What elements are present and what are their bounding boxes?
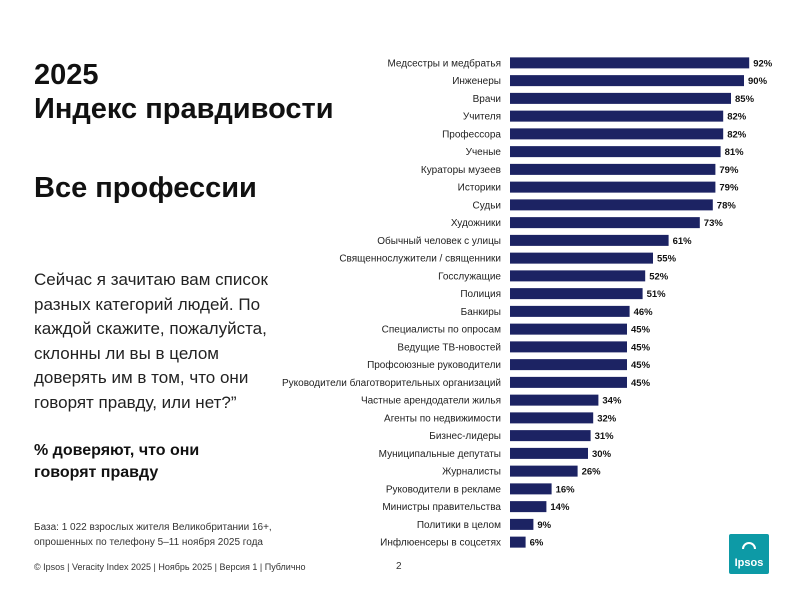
- data-label: 85%: [735, 94, 755, 105]
- category-label: Банкиры: [461, 307, 501, 318]
- data-label: 45%: [631, 378, 651, 389]
- bar: [510, 146, 721, 158]
- category-label: Политики в целом: [417, 520, 501, 531]
- data-label: 32%: [597, 413, 617, 424]
- title-year: 2025: [34, 59, 99, 91]
- category-label: Частные арендодатели жилья: [361, 396, 501, 407]
- bar: [510, 217, 700, 229]
- bar: [510, 465, 578, 477]
- bar: [510, 128, 724, 140]
- data-label: 55%: [657, 254, 677, 265]
- data-label: 30%: [592, 449, 612, 460]
- bar: [510, 110, 724, 122]
- bar: [510, 376, 627, 388]
- data-label: 34%: [602, 396, 622, 407]
- base-note: База: 1 022 взрослых жителя Великобритан…: [34, 522, 272, 548]
- category-label: Руководители в рекламе: [386, 484, 502, 495]
- chart-subtitle: Все профессии: [34, 172, 257, 204]
- data-label: 16%: [556, 484, 576, 495]
- logo-text: Ipsos: [734, 557, 764, 569]
- category-label: Судьи: [472, 200, 501, 211]
- data-label: 61%: [673, 236, 693, 247]
- category-label: Учителя: [463, 112, 501, 123]
- data-label: 9%: [537, 520, 551, 531]
- data-label: 82%: [727, 112, 747, 123]
- bar: [510, 341, 627, 353]
- data-label: 79%: [719, 165, 739, 176]
- category-label: Инфлюенсеры в соцсетях: [380, 537, 501, 549]
- bar: [510, 447, 588, 459]
- category-label: Обычный человек с улицы: [377, 235, 501, 247]
- data-label: 81%: [725, 147, 745, 158]
- data-label: 45%: [631, 342, 651, 353]
- category-label: Медсестры и медбратья: [387, 57, 501, 69]
- category-label: Полиция: [460, 289, 501, 300]
- category-label: Священнослужители / священники: [339, 254, 501, 265]
- bar: [510, 394, 599, 406]
- category-label: Кураторы музеев: [421, 165, 501, 176]
- footer-text: © Ipsos | Veracity Index 2025 | Ноябрь 2…: [34, 562, 306, 572]
- ipsos-logo: Ipsos: [729, 534, 769, 574]
- data-label: 90%: [748, 76, 768, 87]
- data-label: 31%: [595, 431, 615, 442]
- category-label: Руководители благотворительных организац…: [282, 377, 501, 389]
- category-label: Министры правительства: [382, 502, 501, 513]
- category-label: Госслужащие: [438, 271, 501, 282]
- category-label: Журналисты: [442, 467, 501, 478]
- bar: [510, 181, 716, 193]
- logo-arc-icon: [742, 542, 756, 550]
- page-number: 2: [396, 561, 402, 572]
- bar: [510, 359, 627, 371]
- data-label: 26%: [582, 467, 602, 478]
- bar: [510, 163, 716, 175]
- bar: [510, 536, 526, 548]
- data-label: 14%: [550, 502, 570, 513]
- category-label: Профессора: [442, 128, 501, 140]
- bar: [510, 430, 591, 442]
- bar: [510, 92, 731, 104]
- data-label: 6%: [530, 538, 544, 549]
- data-label: 52%: [649, 271, 669, 282]
- category-label: Специалисты по опросам: [382, 325, 501, 336]
- measure-label: % доверяют, что они говорят правду: [34, 442, 200, 481]
- category-label: Агенты по недвижимости: [384, 413, 501, 424]
- data-label: 46%: [634, 307, 654, 318]
- data-label: 78%: [717, 200, 737, 211]
- bar: [510, 57, 750, 69]
- bar: [510, 412, 594, 424]
- bar: [510, 305, 630, 317]
- category-label: Врачи: [473, 94, 501, 105]
- category-label: Профсоюзные руководители: [367, 359, 501, 371]
- category-label: Ученые: [466, 147, 502, 158]
- bar: [510, 483, 552, 495]
- category-label: Инженеры: [452, 76, 501, 87]
- title-block: 2025 Индекс правдивости: [34, 58, 334, 126]
- bar: [510, 199, 713, 211]
- bar: [510, 75, 744, 87]
- data-label: 92%: [753, 58, 773, 69]
- data-label: 82%: [727, 129, 747, 140]
- page-title: Индекс правдивости: [34, 93, 334, 125]
- category-label: Муниципальные депутаты: [379, 449, 501, 460]
- data-label: 51%: [647, 289, 667, 300]
- bar: [510, 234, 669, 246]
- category-label: Художники: [451, 218, 501, 229]
- category-label: Ведущие ТВ-новостей: [397, 342, 501, 353]
- bar: [510, 252, 653, 264]
- bar: [510, 323, 627, 335]
- data-label: 79%: [719, 183, 739, 194]
- category-label: Историки: [458, 183, 501, 194]
- data-label: 45%: [631, 325, 651, 336]
- bar: [510, 501, 547, 513]
- bar: [510, 270, 646, 282]
- bar: [510, 288, 643, 300]
- survey-question: Сейчас я зачитаю вам список разных катег…: [34, 270, 268, 412]
- category-label: Бизнес-лидеры: [429, 431, 501, 442]
- data-label: 45%: [631, 360, 651, 371]
- bar: [510, 518, 534, 530]
- data-label: 73%: [704, 218, 724, 229]
